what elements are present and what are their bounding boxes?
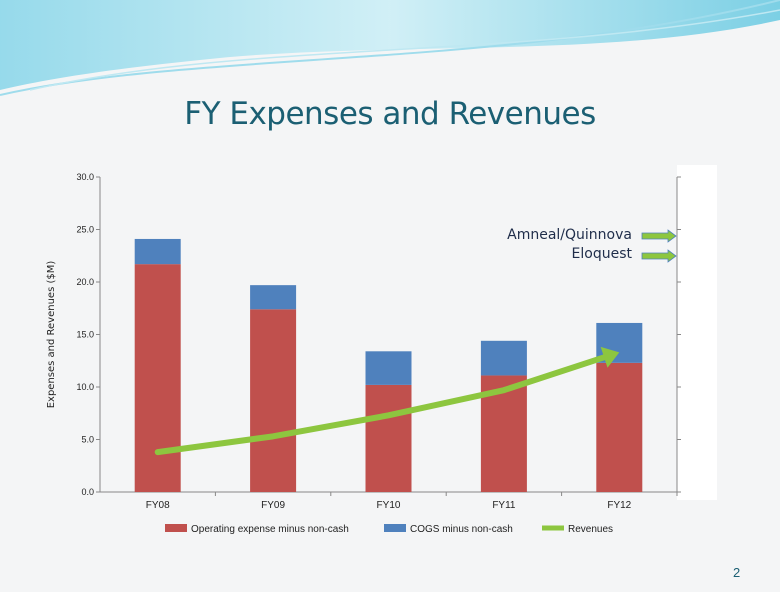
x-tick-label: FY10 (377, 500, 401, 511)
arrow-icon (641, 229, 677, 243)
arrow-icon (641, 249, 677, 263)
legend-swatch (384, 524, 406, 532)
x-tick-label: FY08 (146, 500, 170, 511)
bar-cogs-FY11 (480, 340, 527, 376)
bar-operating-FY10 (365, 384, 412, 492)
x-tick-label: FY11 (492, 500, 516, 511)
revenues-line (154, 354, 608, 456)
legend-label: Operating expense minus non-cash (191, 524, 349, 535)
bar-operating-FY12 (596, 362, 643, 492)
y-tick-label: 5.0 (81, 435, 94, 445)
page-number: 2 (733, 565, 741, 580)
bar-cogs-FY09 (250, 285, 297, 310)
y-tick-label: 30.0 (76, 172, 94, 182)
y-tick-label: 10.0 (76, 382, 94, 392)
revenues-arrowhead (600, 346, 620, 368)
legend-label: COGS minus non-cash (410, 524, 513, 535)
bar-operating-FY09 (250, 309, 297, 492)
y-axis-label: Expenses and Revenues ($M) (46, 261, 57, 409)
legend-swatch (165, 524, 187, 532)
y-tick-label: 0.0 (81, 487, 94, 497)
annotation-amneal: Amneal/Quinnova (507, 227, 632, 243)
y-tick-label: 25.0 (76, 225, 94, 235)
x-tick-label: FY12 (607, 500, 631, 511)
bar-cogs-FY10 (365, 351, 412, 385)
y-tick-label: 20.0 (76, 277, 94, 287)
bar-cogs-FY08 (134, 238, 181, 265)
x-tick-label: FY09 (261, 500, 285, 511)
slide-title: FY Expenses and Revenues (184, 96, 596, 132)
y-tick-label: 15.0 (76, 330, 94, 340)
annotation-eloquest: Eloquest (571, 246, 632, 262)
legend-label: Revenues (568, 524, 613, 535)
bar-operating-FY08 (134, 264, 181, 492)
